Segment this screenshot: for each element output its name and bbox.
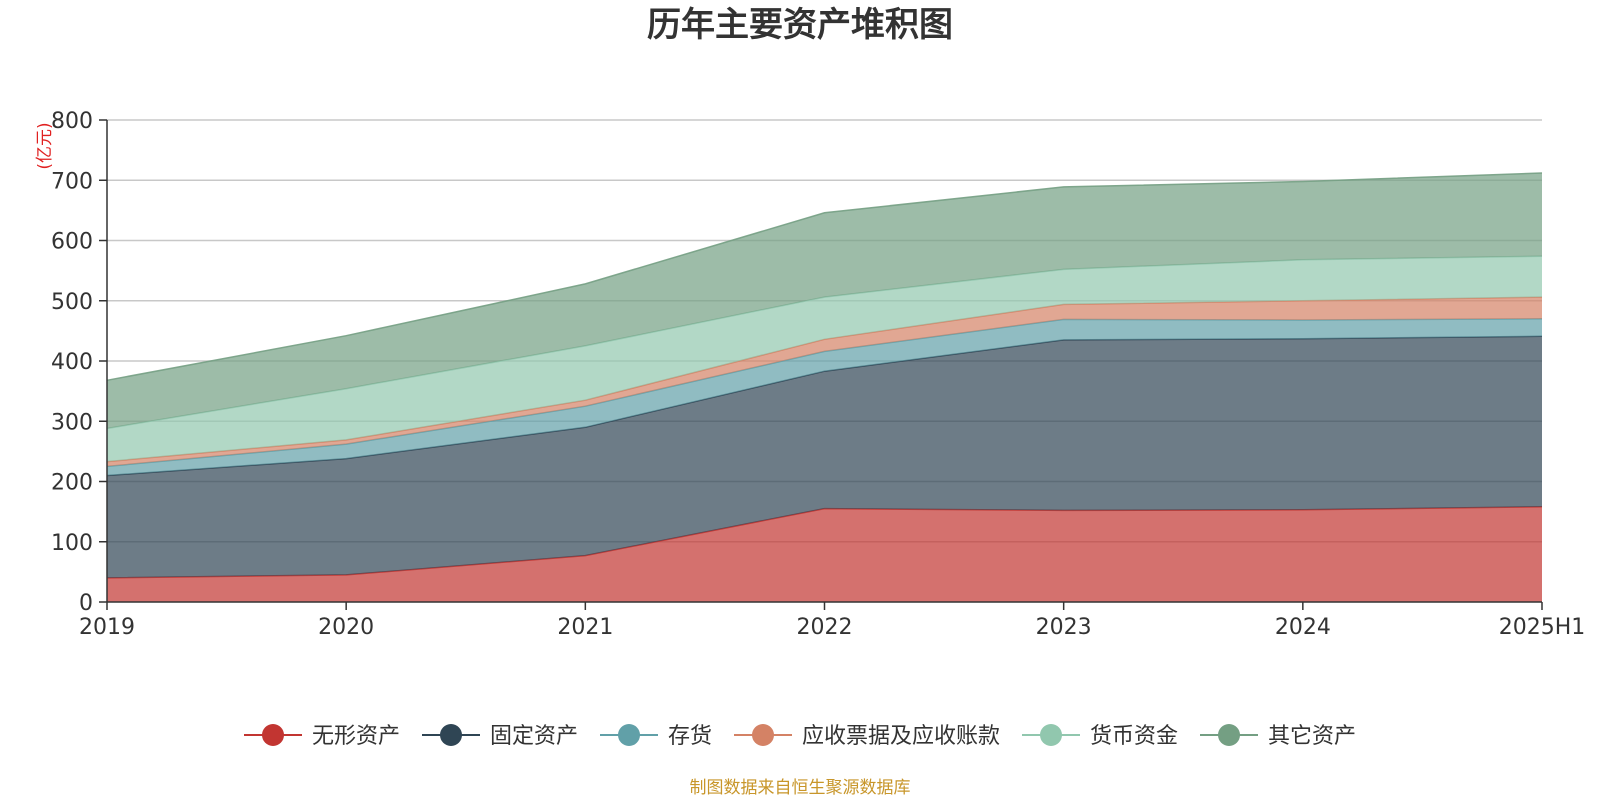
legend-label: 存货 [668, 724, 712, 749]
legend-label: 无形资产 [312, 724, 400, 749]
area-series-6 [107, 173, 1542, 429]
y-tick-label: 100 [51, 531, 93, 556]
y-tick-label: 300 [51, 410, 93, 435]
x-tick-label: 2020 [318, 615, 374, 640]
legend-item-3[interactable]: 存货 [600, 724, 712, 749]
area-layer [106, 172, 1543, 602]
legend-marker [618, 724, 640, 746]
x-tick-label: 2019 [79, 615, 135, 640]
legend-item-2[interactable]: 固定资产 [422, 724, 578, 749]
y-tick-label: 200 [51, 471, 93, 496]
legend-marker [1218, 724, 1240, 746]
legend: 无形资产 固定资产 存货 应收票据及应收账款 货币资金 其它资产 [244, 724, 1356, 749]
legend-marker [752, 724, 774, 746]
y-tick-label: 800 [51, 109, 93, 134]
legend-item-6[interactable]: 其它资产 [1200, 724, 1356, 749]
legend-item-4[interactable]: 应收票据及应收账款 [734, 724, 1000, 749]
y-tick-label: 400 [51, 350, 93, 375]
y-tick-label: 600 [51, 230, 93, 255]
area-series-4 [107, 297, 1542, 467]
x-tick-label: 2021 [557, 615, 613, 640]
x-tick-label: 2024 [1275, 615, 1331, 640]
legend-item-1[interactable]: 无形资产 [244, 724, 400, 749]
y-tick-label: 0 [79, 591, 93, 616]
x-tick-label: 2023 [1036, 615, 1092, 640]
y-axis-unit: (亿元) [35, 122, 55, 169]
legend-item-5[interactable]: 货币资金 [1022, 724, 1178, 749]
y-tick-label: 700 [51, 169, 93, 194]
area-series-5 [107, 256, 1542, 462]
chart-title: 历年主要资产堆积图 [647, 5, 953, 45]
legend-label: 其它资产 [1268, 724, 1356, 749]
axis-layer: 0 100 200 300 400 500 600 700 800 2019 2020 2021 202… [51, 109, 1585, 640]
legend-marker [440, 724, 462, 746]
legend-label: 固定资产 [490, 724, 578, 749]
legend-label: 应收票据及应收账款 [802, 724, 1000, 749]
legend-marker [262, 724, 284, 746]
x-tick-label: 2025H1 [1499, 615, 1586, 640]
x-tick-label: 2022 [797, 615, 853, 640]
area-series-1 [107, 506, 1542, 602]
legend-marker [1040, 724, 1062, 746]
area-series-2 [107, 336, 1542, 578]
data-source-note: 制图数据来自恒生聚源数据库 [690, 778, 911, 798]
y-tick-label: 500 [51, 290, 93, 315]
series-line-6 [106, 172, 1543, 382]
area-series-3 [107, 318, 1542, 476]
legend-label: 货币资金 [1090, 724, 1178, 749]
